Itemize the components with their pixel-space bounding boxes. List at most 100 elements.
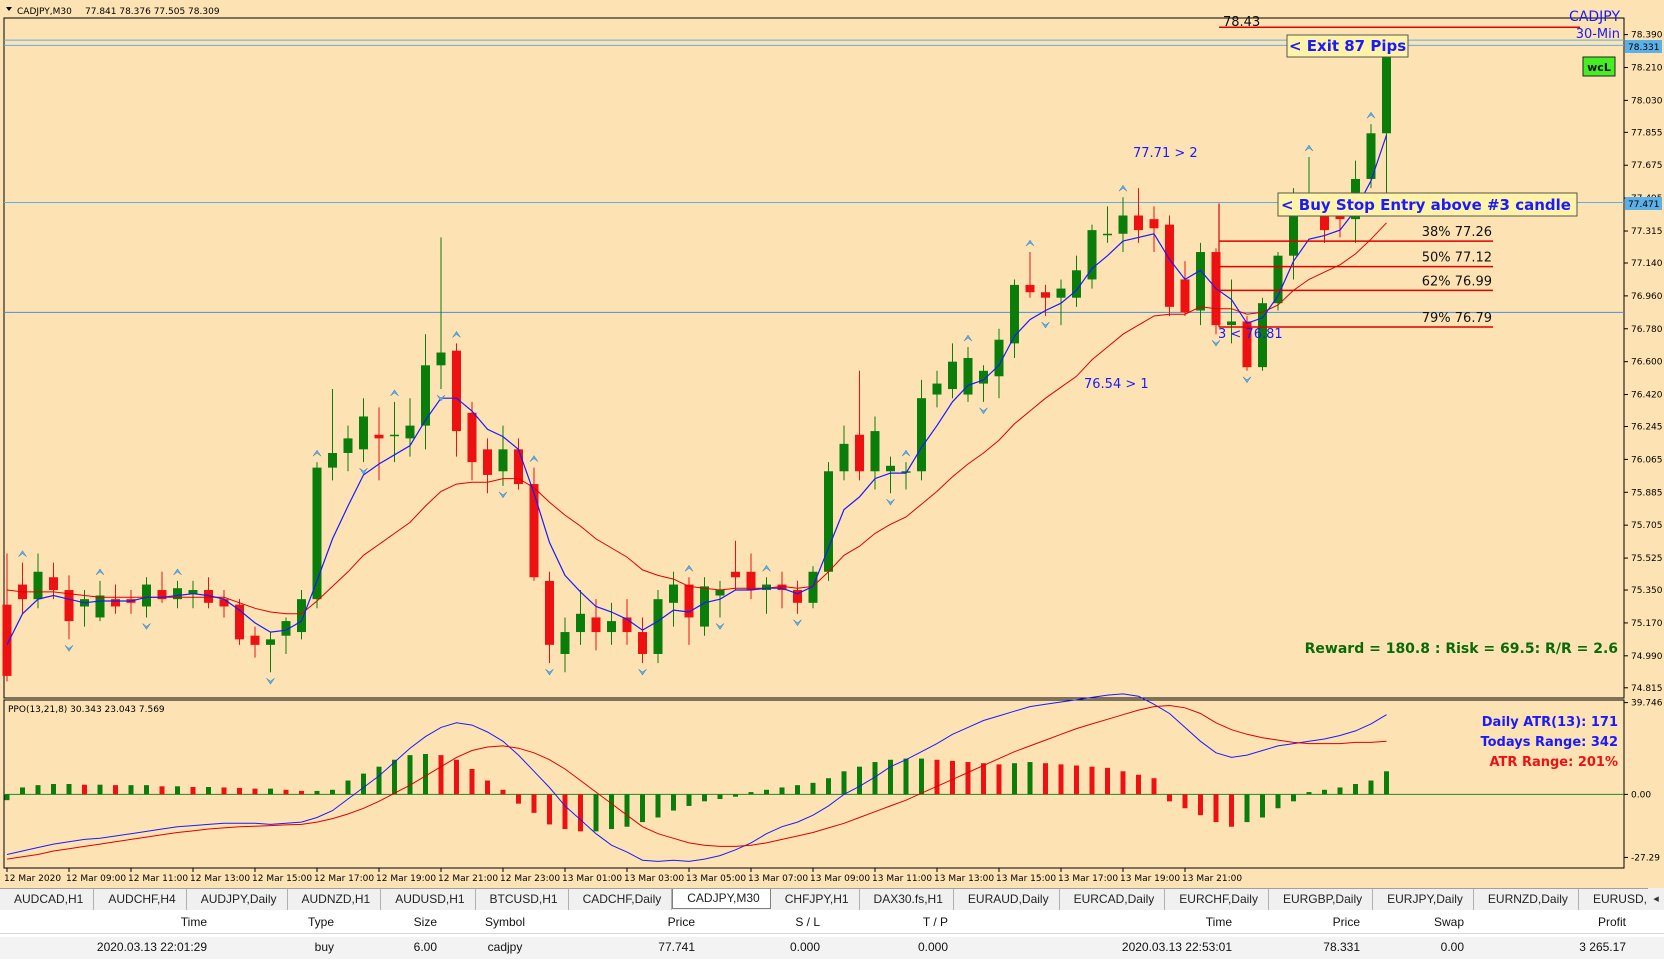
tab-eurchf-daily[interactable]: EURCHF,Daily bbox=[1165, 889, 1269, 910]
tab-eurnzd-daily[interactable]: EURNZD,Daily bbox=[1474, 889, 1579, 910]
ppo-histogram-bar bbox=[4, 794, 10, 801]
candle-body bbox=[669, 584, 678, 603]
tab-dax30-fs-h1[interactable]: DAX30.fs,H1 bbox=[860, 889, 954, 910]
candle-body bbox=[235, 604, 244, 640]
candle-body bbox=[49, 577, 58, 591]
ppo-histogram-bar bbox=[454, 759, 459, 795]
chart-menu-arrow-icon[interactable] bbox=[6, 7, 12, 11]
table-header-cell: Profit bbox=[1597, 915, 1626, 929]
fractal-down-arrow-icon bbox=[266, 678, 275, 685]
ppo-histogram-bar bbox=[826, 778, 831, 795]
ppo-histogram-bar bbox=[51, 784, 56, 795]
ppo-histogram-bar bbox=[376, 766, 382, 795]
table-row[interactable]: 2020.03.13 22:01:29 buy 6.00 cadjpy 77.741 0.… bbox=[0, 937, 1664, 959]
fractal-down-arrow-icon bbox=[979, 407, 988, 415]
ppo-histogram-bar bbox=[810, 782, 816, 795]
tab-cadjpy-m30[interactable]: CADJPY,M30 bbox=[672, 889, 771, 909]
chart-title: CADJPY,M30 bbox=[17, 7, 72, 17]
tab-eurusd-h1[interactable]: EURUSD,H1 bbox=[1579, 889, 1664, 910]
time-tick-label: 13 Mar 15:00 bbox=[996, 874, 1056, 884]
candle-body bbox=[173, 588, 182, 600]
entry-price-tag bbox=[1625, 197, 1662, 210]
candle-body bbox=[188, 590, 198, 594]
candle-body bbox=[498, 449, 508, 472]
candle-body bbox=[1242, 321, 1252, 368]
tab-audnzd-h1[interactable]: AUDNZD,H1 bbox=[288, 889, 382, 910]
tab-eurcad-daily[interactable]: EURCAD,Daily bbox=[1060, 889, 1166, 910]
current-price-tag bbox=[1625, 40, 1662, 53]
fractal-up-arrow-icon bbox=[390, 389, 399, 397]
time-tick-label: 13 Mar 07:00 bbox=[748, 874, 808, 884]
ppo-histogram-bar bbox=[717, 794, 723, 800]
tab-scroll-icon[interactable]: ◂ bbox=[1648, 888, 1664, 910]
ppo-histogram-bar bbox=[423, 753, 428, 795]
ppo-histogram-bar bbox=[1198, 794, 1203, 816]
trade-history-table: Time Type Size Symbol Price S / L T / P Time Pri… bbox=[0, 910, 1664, 963]
ppo-histogram-bar bbox=[516, 794, 521, 804]
candle-body bbox=[576, 613, 585, 633]
fractal-down-arrow-icon bbox=[1041, 321, 1050, 329]
candle-body bbox=[1165, 224, 1174, 307]
table-header-cell: Type bbox=[307, 915, 334, 929]
ppo-histogram-bar bbox=[655, 794, 661, 818]
candle-body bbox=[653, 599, 663, 654]
tab-cadchf-daily[interactable]: CADCHF,Daily bbox=[569, 889, 673, 910]
entry-price-tag-label: 77.471 bbox=[1628, 200, 1660, 210]
ppo-histogram-bar bbox=[252, 788, 258, 795]
fractal-up-arrow-icon bbox=[684, 564, 694, 572]
fractal-down-arrow-icon bbox=[436, 394, 446, 402]
candle-body bbox=[33, 571, 43, 600]
buy-stop-label-box bbox=[1277, 192, 1578, 217]
candle-body bbox=[1289, 200, 1298, 256]
tab-chfjpy-h1[interactable]: CHFJPY,H1 bbox=[771, 889, 860, 910]
fractal-down-arrow-icon bbox=[638, 668, 647, 676]
candle-body bbox=[343, 438, 353, 454]
chart-window[interactable]: CADJPY,M30 77.841 78.376 77.505 78.309 7… bbox=[0, 0, 1664, 888]
table-header-cell: Size bbox=[413, 915, 437, 929]
price-tick-label: 77.675 bbox=[1631, 161, 1663, 171]
tab-euraud-daily[interactable]: EURAUD,Daily bbox=[954, 889, 1060, 910]
candle-body bbox=[932, 383, 942, 395]
indicator-frame bbox=[3, 699, 1625, 869]
fractal-down-arrow-icon bbox=[545, 668, 554, 676]
ppo-histogram-bar bbox=[1012, 763, 1017, 795]
tab-eurjpy-daily[interactable]: EURJPY,Daily bbox=[1373, 889, 1474, 910]
wcl-badge[interactable] bbox=[1582, 56, 1616, 77]
table-header-cell: Price bbox=[1332, 915, 1360, 929]
price-tick-label: 76.065 bbox=[1631, 455, 1663, 465]
ppo-histogram-bar bbox=[268, 788, 273, 795]
time-tick-label: 13 Mar 21:00 bbox=[1182, 874, 1242, 884]
time-tick-label: 13 Mar 17:00 bbox=[1058, 874, 1118, 884]
candle-body bbox=[297, 599, 306, 633]
candle-body bbox=[1273, 255, 1283, 304]
fractal-down-arrow-icon bbox=[886, 499, 895, 506]
tab-eurgbp-daily[interactable]: EURGBP,Daily bbox=[1269, 889, 1374, 910]
candle-body bbox=[483, 449, 492, 475]
time-tick-label: 13 Mar 19:00 bbox=[1120, 874, 1180, 884]
tab-audusd-h1[interactable]: AUDUSD,H1 bbox=[381, 889, 476, 910]
candle-body bbox=[808, 571, 818, 603]
candle-body bbox=[1134, 215, 1143, 231]
fractal-up-arrow-icon bbox=[901, 449, 911, 457]
ppo-histogram-bar bbox=[1074, 765, 1079, 795]
chart-ohlc: 77.841 78.376 77.505 78.309 bbox=[85, 7, 220, 17]
candle-body bbox=[64, 590, 74, 622]
ppo-histogram-bar bbox=[872, 762, 878, 795]
price-tick-label: 75.525 bbox=[1631, 554, 1663, 564]
ppo-histogram-bar bbox=[20, 787, 25, 795]
tab-audjpy-daily[interactable]: AUDJPY,Daily bbox=[187, 889, 288, 910]
ppo-histogram-bar bbox=[1058, 764, 1064, 795]
tab-audchf-h4[interactable]: AUDCHF,H4 bbox=[94, 889, 187, 910]
ppo-histogram-bar bbox=[299, 790, 304, 795]
ppo-histogram-bar bbox=[144, 785, 149, 795]
ppo-histogram-bar bbox=[640, 794, 645, 823]
price-chart[interactable]: CADJPY,M30 77.841 78.376 77.505 78.309 7… bbox=[0, 0, 1664, 888]
tab-btcusd-h1[interactable]: BTCUSD,H1 bbox=[476, 889, 569, 910]
ppo-histogram-bar bbox=[764, 789, 769, 795]
fractal-up-arrow-icon bbox=[1118, 184, 1128, 192]
candle-body bbox=[700, 586, 709, 627]
ppo-histogram-bar bbox=[469, 768, 475, 795]
fractal-down-arrow-icon bbox=[64, 645, 74, 652]
tab-audcad-h1[interactable]: AUDCAD,H1 bbox=[0, 889, 95, 910]
ppo-histogram-bar bbox=[996, 764, 1002, 795]
